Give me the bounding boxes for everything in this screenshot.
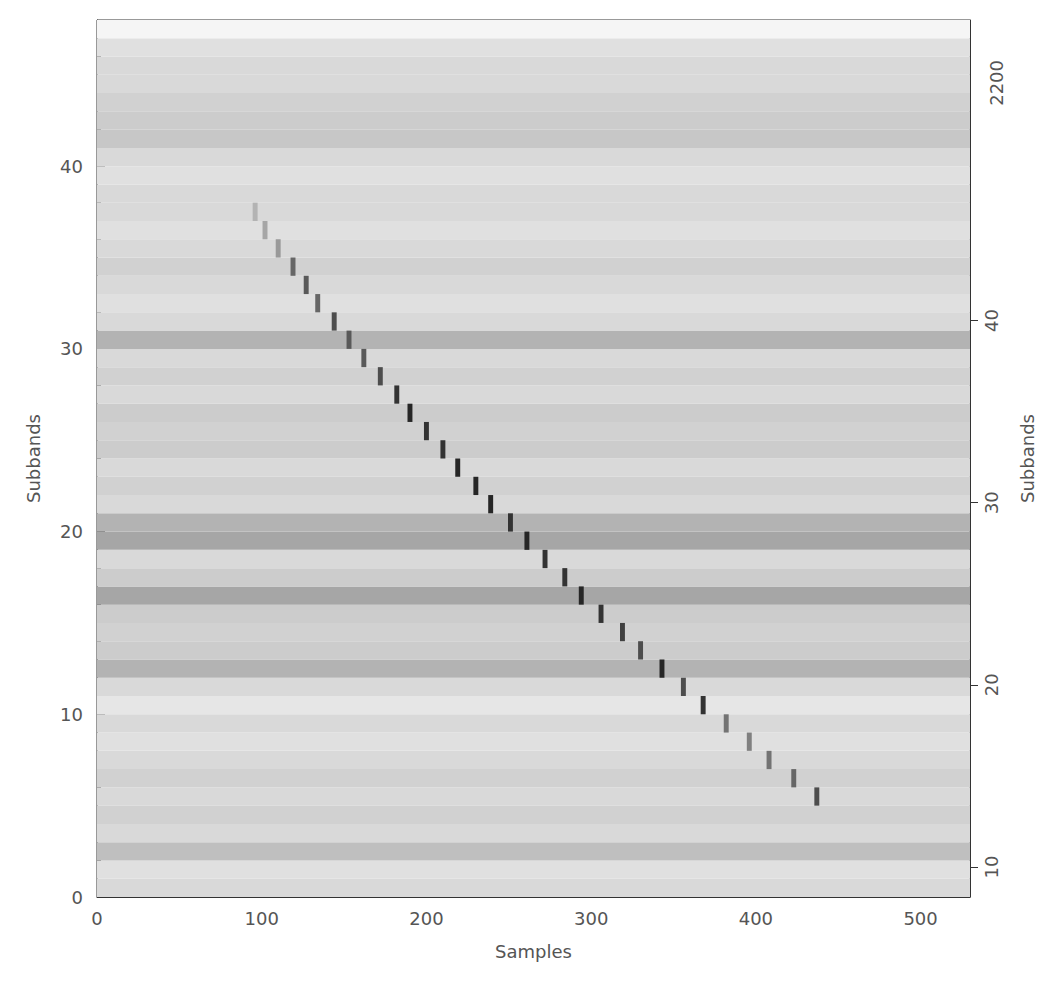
svg-text:100: 100 — [245, 908, 279, 929]
svg-text:Subbands: Subbands — [23, 414, 44, 503]
svg-text:30: 30 — [60, 338, 83, 359]
svg-text:300: 300 — [574, 908, 608, 929]
svg-text:10: 10 — [60, 704, 83, 725]
svg-text:30: 30 — [981, 491, 1002, 514]
svg-text:400: 400 — [739, 908, 773, 929]
svg-text:10: 10 — [981, 855, 1002, 878]
svg-text:20: 20 — [981, 673, 1002, 696]
svg-text:200: 200 — [409, 908, 443, 929]
svg-text:40: 40 — [981, 309, 1002, 332]
svg-text:40: 40 — [60, 156, 83, 177]
svg-text:Subbands: Subbands — [1017, 414, 1038, 503]
svg-text:Samples: Samples — [495, 941, 572, 962]
svg-text:20: 20 — [60, 521, 83, 542]
svg-text:0: 0 — [72, 887, 83, 908]
svg-text:0: 0 — [91, 908, 102, 929]
svg-text:500: 500 — [903, 908, 937, 929]
svg-text:2200: 2200 — [986, 60, 1007, 106]
